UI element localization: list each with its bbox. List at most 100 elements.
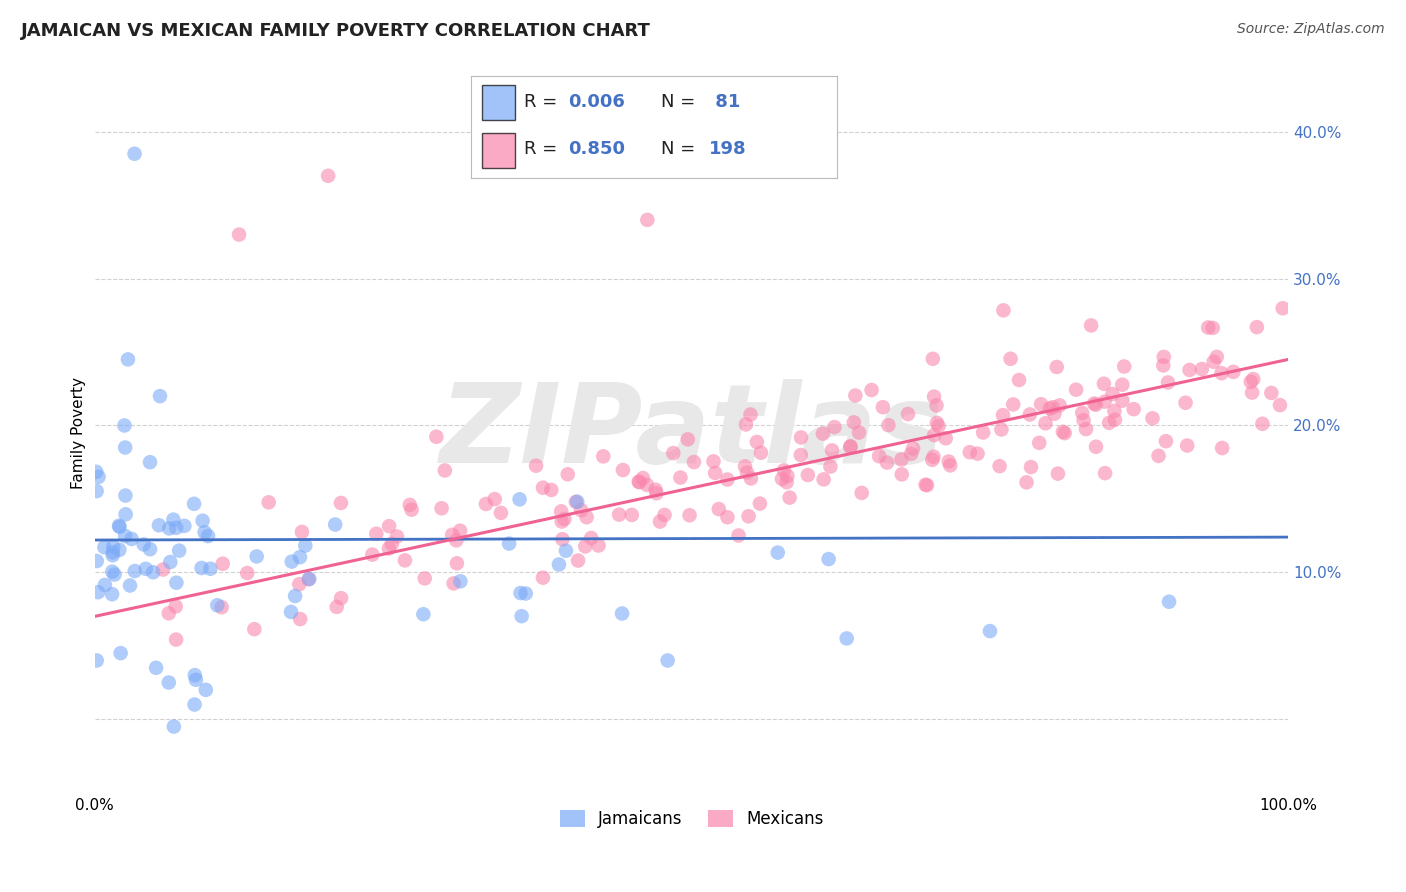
Point xyxy=(654,508,676,522)
Point xyxy=(446,557,468,571)
Point xyxy=(922,428,945,442)
Point xyxy=(636,478,658,492)
Point xyxy=(1251,417,1274,431)
Point xyxy=(118,578,141,592)
Point xyxy=(510,609,533,624)
Point xyxy=(928,419,950,434)
Point xyxy=(824,420,846,434)
Point xyxy=(567,553,589,567)
Point xyxy=(246,549,269,564)
Point xyxy=(925,416,948,430)
Point xyxy=(173,519,195,533)
Point xyxy=(280,605,302,619)
Point xyxy=(101,587,124,601)
Point xyxy=(922,390,945,404)
Point xyxy=(1018,408,1040,422)
Point xyxy=(1211,441,1233,455)
Point xyxy=(716,473,738,487)
Point xyxy=(727,528,749,542)
Point xyxy=(142,566,165,580)
Point xyxy=(425,430,447,444)
Point xyxy=(790,448,813,462)
Point xyxy=(531,481,554,495)
Point xyxy=(1152,359,1174,373)
Point xyxy=(972,425,994,440)
Point xyxy=(149,389,172,403)
Point xyxy=(548,558,571,572)
Point xyxy=(579,531,602,545)
Point xyxy=(1157,595,1180,609)
Point xyxy=(872,400,894,414)
Text: 198: 198 xyxy=(709,140,747,158)
Point xyxy=(1080,318,1102,333)
Point xyxy=(1122,402,1144,417)
Point xyxy=(574,540,596,554)
Point xyxy=(1000,351,1022,366)
Point xyxy=(702,454,724,468)
Point xyxy=(101,565,124,579)
Point xyxy=(1147,449,1170,463)
Point xyxy=(211,557,233,571)
Point xyxy=(1246,320,1268,334)
Point xyxy=(108,520,131,534)
Point xyxy=(644,483,666,497)
Point xyxy=(922,450,945,464)
Point xyxy=(966,447,988,461)
Point xyxy=(1039,401,1062,416)
Point xyxy=(1064,383,1087,397)
Point xyxy=(1153,350,1175,364)
Point xyxy=(676,432,699,446)
Point xyxy=(1205,350,1227,364)
Point xyxy=(257,495,280,509)
Point xyxy=(1241,385,1264,400)
Point xyxy=(735,466,758,480)
Point xyxy=(184,668,207,682)
Point xyxy=(1175,438,1198,452)
Point xyxy=(820,459,842,474)
Point xyxy=(716,510,738,524)
Point xyxy=(914,477,936,491)
Point xyxy=(288,612,311,626)
Point xyxy=(135,562,157,576)
Point xyxy=(1111,377,1133,392)
Point xyxy=(1052,425,1074,439)
Point xyxy=(779,491,801,505)
Point xyxy=(330,591,353,606)
Point xyxy=(159,555,181,569)
Point xyxy=(165,599,187,614)
Point xyxy=(620,508,643,522)
Point xyxy=(915,478,938,492)
Point xyxy=(148,518,170,533)
Point xyxy=(631,471,654,485)
Point xyxy=(1046,467,1069,481)
Point xyxy=(565,495,588,509)
Point xyxy=(183,497,205,511)
Point xyxy=(291,524,314,539)
Point xyxy=(775,475,797,490)
Point xyxy=(157,521,180,535)
Point xyxy=(1191,362,1213,376)
Point xyxy=(740,471,762,485)
Point xyxy=(1154,434,1177,449)
Point xyxy=(636,212,658,227)
Point xyxy=(1073,413,1095,427)
Point xyxy=(1043,407,1066,421)
Point xyxy=(108,518,131,533)
Point xyxy=(704,466,727,480)
Point xyxy=(1174,396,1197,410)
Point xyxy=(897,407,920,421)
Point xyxy=(993,303,1015,318)
Point xyxy=(449,524,471,538)
Point xyxy=(1049,398,1071,412)
Point xyxy=(1222,365,1244,379)
Point xyxy=(401,502,423,516)
Point xyxy=(412,607,434,622)
Point xyxy=(430,501,453,516)
Point xyxy=(1104,404,1126,418)
Point xyxy=(1197,320,1219,334)
Point xyxy=(288,550,311,565)
Point xyxy=(124,146,146,161)
Point xyxy=(877,418,900,433)
Point xyxy=(669,470,692,484)
Point xyxy=(612,463,634,477)
